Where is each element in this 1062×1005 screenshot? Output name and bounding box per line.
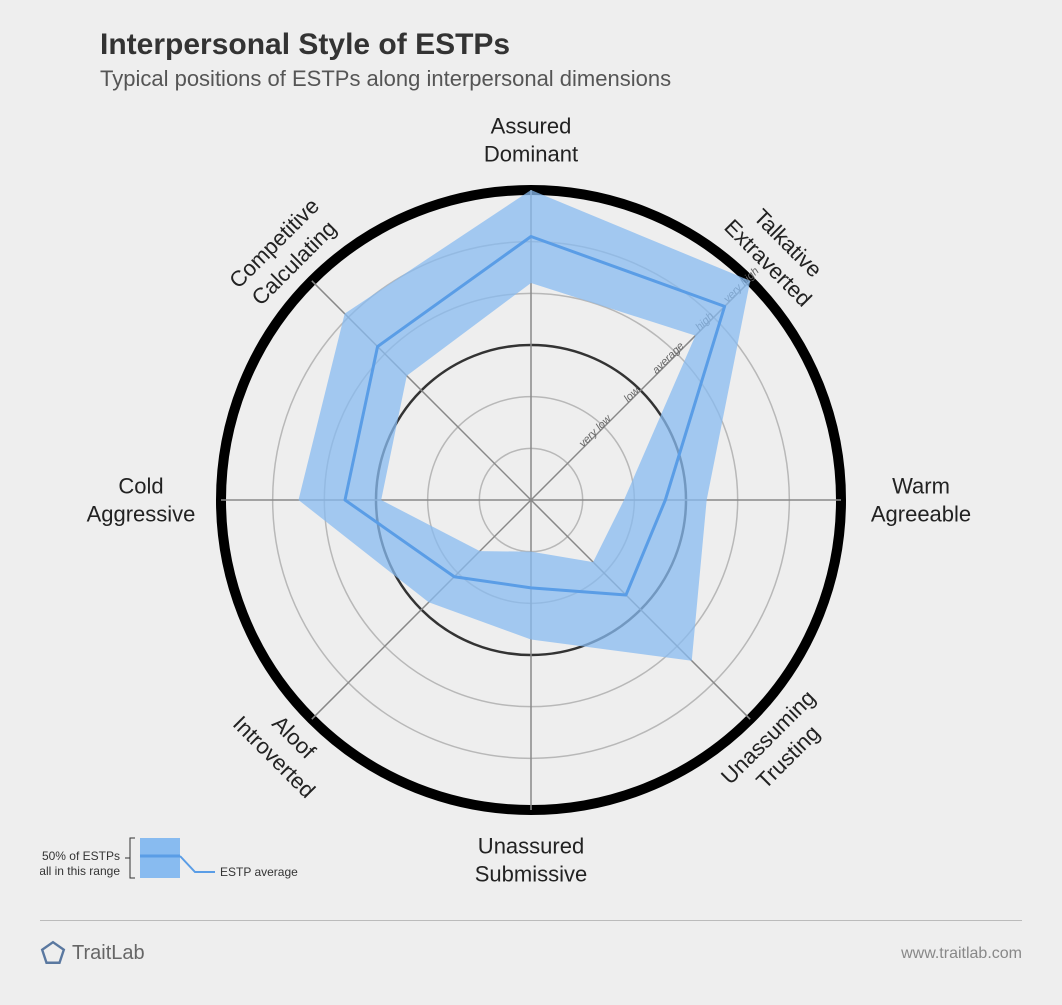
axis-label-line2: Submissive	[475, 860, 587, 888]
legend-avg-text: ESTP average	[220, 865, 298, 879]
brand-logo-icon	[40, 940, 66, 966]
axis-label-cold-aggressive: ColdAggressive	[87, 473, 196, 528]
legend-range-text-2: fall in this range	[40, 864, 120, 878]
axis-label-warm-agreeable: WarmAgreeable	[871, 473, 971, 528]
axis-label-line2: Dominant	[484, 140, 578, 168]
axis-label-line2: Aggressive	[87, 500, 196, 528]
brand-text: TraitLab	[72, 942, 145, 965]
axis-label-line1: Assured	[484, 113, 578, 141]
axis-label-line1: Warm	[871, 473, 971, 501]
chart-container: Interpersonal Style of ESTPs Typical pos…	[0, 0, 1062, 1000]
legend-bracket	[125, 838, 135, 878]
axis-label-assured-dominant: AssuredDominant	[484, 113, 578, 168]
legend: 50% of ESTPs fall in this range ESTP ave…	[40, 830, 300, 910]
legend-range-text-1: 50% of ESTPs	[42, 849, 120, 863]
ring-label: very low	[577, 412, 615, 450]
ring-label: low	[622, 384, 643, 405]
legend-svg: 50% of ESTPs fall in this range ESTP ave…	[40, 830, 300, 910]
brand: TraitLab	[40, 940, 145, 966]
legend-range-box	[140, 838, 180, 878]
footer-divider	[40, 920, 1022, 921]
axis-label-line1: Cold	[87, 473, 196, 501]
axis-label-line1: Unassured	[475, 833, 587, 861]
axis-label-unassured-submissive: UnassuredSubmissive	[475, 833, 587, 888]
footer-url: www.traitlab.com	[901, 945, 1022, 963]
series-band	[299, 190, 751, 661]
axis-label-line2: Agreeable	[871, 500, 971, 528]
legend-avg-leader	[180, 856, 215, 872]
